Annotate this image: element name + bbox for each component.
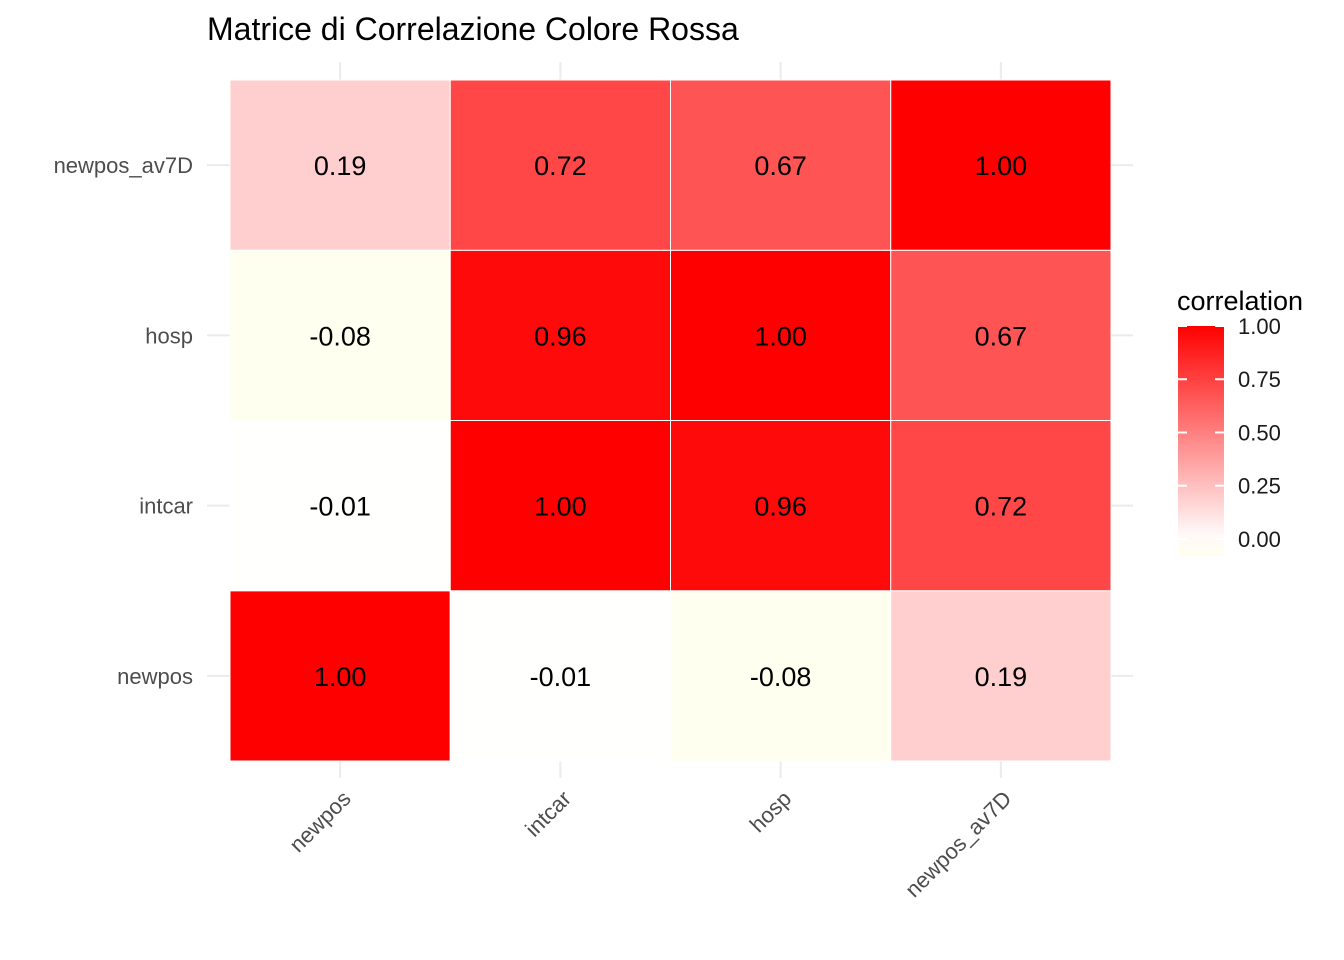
legend-colorbar [1178, 326, 1224, 556]
cell-value-label: 0.67 [754, 151, 807, 181]
chart-title: Matrice di Correlazione Colore Rossa [207, 11, 739, 47]
heatmap-cell-newpos_av7D-newpos [890, 590, 1112, 762]
heatmap-cell-newpos-newpos [229, 590, 451, 762]
legend-tick-label: 0.75 [1238, 367, 1281, 392]
heatmap-cell-newpos-hosp [229, 249, 451, 421]
cell-value-labels: 1.00 -0.01 -0.08 0.19 -0.01 1.00 0.96 0.72 -0.08… [309, 151, 1027, 692]
cell-value-label: 1.00 [975, 151, 1028, 181]
legend-tick-label: 0.00 [1238, 527, 1281, 552]
cell-value-label: 1.00 [314, 662, 367, 692]
cell-value-label: -0.08 [750, 662, 812, 692]
legend-title: correlation [1177, 286, 1303, 316]
x-axis: newpos intcar hosp newpos_av7D [284, 786, 1016, 902]
cell-value-label: 0.67 [975, 321, 1028, 351]
cell-value-label: -0.01 [530, 662, 592, 692]
heatmap-cell-hosp-newpos_av7D [670, 79, 892, 251]
x-tick-label-newpos: newpos [284, 786, 355, 857]
heatmap-cell-hosp-newpos [670, 590, 892, 762]
y-tick-label-intcar: intcar [139, 494, 193, 519]
heatmap-cell-intcar-intcar [449, 420, 671, 592]
heatmap-cell-hosp-hosp [670, 249, 892, 421]
x-tick-label-intcar: intcar [520, 786, 576, 842]
heatmap-cells [229, 79, 1112, 762]
x-tick-label-hosp: hosp [745, 786, 796, 837]
y-tick-label-newpos: newpos [117, 664, 193, 689]
heatmap-cell-newpos-intcar [229, 420, 451, 592]
cell-value-label: 0.96 [534, 321, 587, 351]
legend: correlation 0.00 0.25 0.50 0.75 1.00 [1177, 286, 1303, 556]
legend-tick-label: 1.00 [1238, 314, 1281, 339]
x-tick-label-newpos_av7D: newpos_av7D [900, 786, 1016, 902]
cell-value-label: 1.00 [534, 492, 587, 522]
y-axis: newpos intcar hosp newpos_av7D [54, 153, 193, 689]
y-tick-label-newpos_av7D: newpos_av7D [54, 153, 193, 178]
cell-value-label: 0.72 [975, 492, 1028, 522]
cell-value-label: 0.72 [534, 151, 587, 181]
heatmap-cell-newpos_av7D-newpos_av7D [890, 79, 1112, 251]
cell-value-label: -0.08 [309, 321, 371, 351]
cell-value-label: 0.19 [975, 662, 1028, 692]
legend-tick-label: 0.50 [1238, 420, 1281, 445]
cell-value-label: 0.19 [314, 151, 367, 181]
legend-tick-label: 0.25 [1238, 474, 1281, 499]
cell-value-label: 0.96 [754, 492, 807, 522]
cell-value-label: 1.00 [754, 321, 807, 351]
heatmap-cell-intcar-newpos_av7D [449, 79, 671, 251]
legend-ticks: 0.00 0.25 0.50 0.75 1.00 [1178, 314, 1281, 552]
heatmap-cell-newpos_av7D-hosp [890, 249, 1112, 421]
heatmap-cell-newpos_av7D-intcar [890, 420, 1112, 592]
y-tick-label-hosp: hosp [145, 323, 193, 348]
cell-value-label: -0.01 [309, 492, 371, 522]
